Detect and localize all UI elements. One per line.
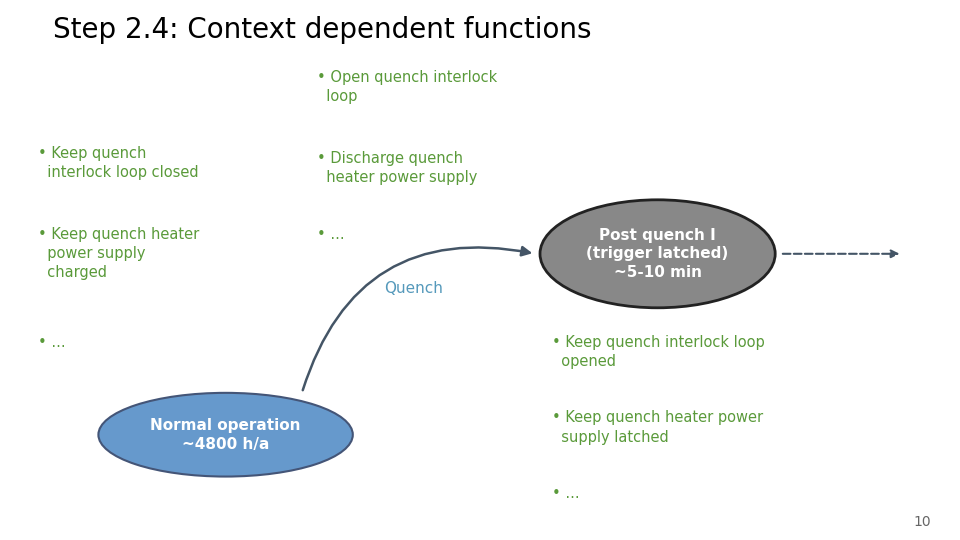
Text: • ...: • ... bbox=[38, 335, 66, 350]
Ellipse shape bbox=[98, 393, 353, 477]
Text: Quench: Quench bbox=[384, 281, 443, 296]
Text: Post quench I
(trigger latched)
~5-10 min: Post quench I (trigger latched) ~5-10 mi… bbox=[587, 228, 729, 280]
Text: • Keep quench heater power
  supply latched: • Keep quench heater power supply latche… bbox=[552, 410, 763, 444]
Text: • Keep quench heater
  power supply
  charged: • Keep quench heater power supply charge… bbox=[38, 227, 200, 280]
Text: • Keep quench interlock loop
  opened: • Keep quench interlock loop opened bbox=[552, 335, 765, 369]
Text: • Keep quench
  interlock loop closed: • Keep quench interlock loop closed bbox=[38, 146, 199, 180]
Ellipse shape bbox=[540, 200, 776, 308]
Text: 10: 10 bbox=[914, 515, 931, 529]
Text: Step 2.4: Context dependent functions: Step 2.4: Context dependent functions bbox=[53, 16, 591, 44]
Text: • Open quench interlock
  loop: • Open quench interlock loop bbox=[317, 70, 497, 104]
Text: • ...: • ... bbox=[317, 227, 345, 242]
Text: • Discharge quench
  heater power supply: • Discharge quench heater power supply bbox=[317, 151, 477, 185]
Text: • ...: • ... bbox=[552, 486, 580, 501]
Text: Normal operation
~4800 h/a: Normal operation ~4800 h/a bbox=[151, 418, 300, 451]
